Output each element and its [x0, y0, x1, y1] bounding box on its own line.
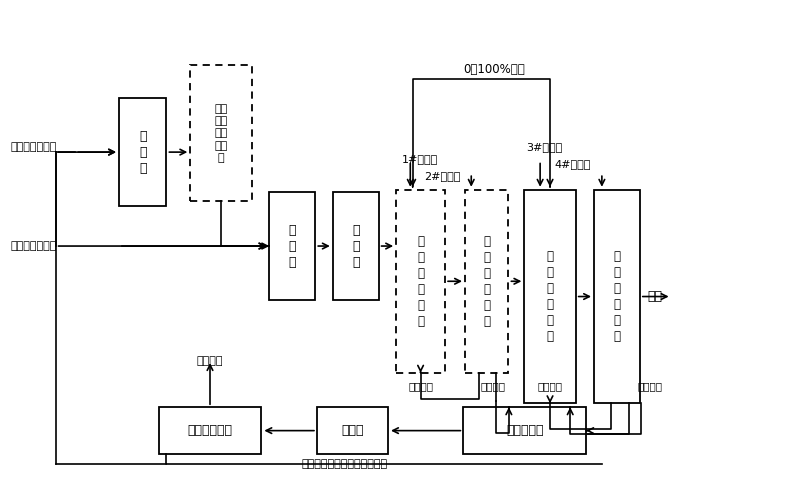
FancyBboxPatch shape: [594, 190, 640, 403]
Text: 出水: 出水: [648, 290, 662, 303]
FancyBboxPatch shape: [317, 407, 388, 454]
FancyBboxPatch shape: [119, 98, 166, 206]
Text: 回流污泥: 回流污泥: [538, 381, 563, 391]
Text: 储泥池: 储泥池: [342, 424, 364, 437]
FancyBboxPatch shape: [333, 192, 378, 300]
Text: 难降解工业废水: 难降解工业废水: [10, 142, 57, 152]
Text: 沉
砂
池: 沉 砂 池: [352, 224, 359, 269]
FancyBboxPatch shape: [158, 407, 262, 454]
FancyBboxPatch shape: [465, 190, 509, 373]
Text: 粗
格
栊: 粗 格 栊: [139, 130, 146, 174]
FancyBboxPatch shape: [190, 65, 252, 201]
FancyBboxPatch shape: [524, 190, 576, 403]
Text: 剩余污泥: 剩余污泥: [481, 381, 506, 391]
Text: 污泥浓缩池: 污泥浓缩池: [506, 424, 543, 437]
Text: 第
一
段
沉
淡
池: 第 一 段 沉 淡 池: [483, 235, 490, 328]
Text: 4#投加点: 4#投加点: [554, 159, 590, 169]
Text: 第
二
段
生
物
池: 第 二 段 生 物 池: [546, 250, 554, 343]
Text: 0～100%进水: 0～100%进水: [463, 64, 525, 76]
Text: 1#投加点: 1#投加点: [402, 154, 438, 164]
Text: 城镇生活污水等: 城镇生活污水等: [10, 241, 57, 251]
FancyBboxPatch shape: [463, 407, 586, 454]
Text: 第
一
段
生
物
池: 第 一 段 生 物 池: [417, 235, 424, 328]
Text: 细
格
栊: 细 格 栊: [289, 224, 296, 269]
Text: 2#投加点: 2#投加点: [424, 171, 460, 181]
Text: 浓缩池上清液及污泥脱水滤液: 浓缩池上清液及污泥脱水滤液: [302, 459, 388, 469]
FancyBboxPatch shape: [396, 190, 445, 373]
Text: 回流污泥: 回流污泥: [408, 381, 433, 391]
Text: 3#投加点: 3#投加点: [526, 142, 563, 152]
Text: 第
二
段
沉
淡
池: 第 二 段 沉 淡 池: [614, 250, 621, 343]
FancyBboxPatch shape: [270, 192, 315, 300]
Text: 剩余污泥: 剩余污泥: [638, 381, 662, 391]
Text: （水
解酸
化）
调节
池: （水 解酸 化） 调节 池: [214, 104, 228, 163]
Text: 泥饼填埋: 泥饼填埋: [197, 356, 223, 366]
Text: 污泥脱水机房: 污泥脱水机房: [187, 424, 233, 437]
